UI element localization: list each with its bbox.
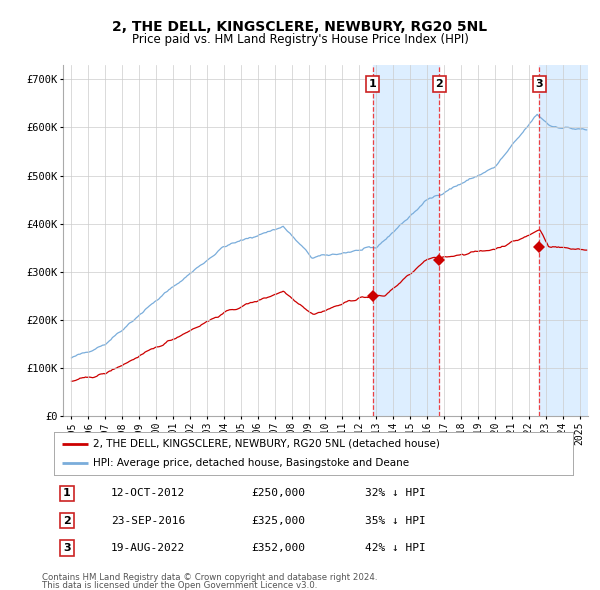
- Text: 2, THE DELL, KINGSCLERE, NEWBURY, RG20 5NL (detached house): 2, THE DELL, KINGSCLERE, NEWBURY, RG20 5…: [93, 439, 440, 449]
- Text: Price paid vs. HM Land Registry's House Price Index (HPI): Price paid vs. HM Land Registry's House …: [131, 33, 469, 46]
- Text: £250,000: £250,000: [251, 489, 305, 499]
- Text: £352,000: £352,000: [251, 543, 305, 553]
- Text: 12-OCT-2012: 12-OCT-2012: [111, 489, 185, 499]
- Bar: [539, 65, 588, 416]
- Text: HPI: Average price, detached house, Basingstoke and Deane: HPI: Average price, detached house, Basi…: [93, 458, 409, 468]
- Text: 2: 2: [436, 79, 443, 89]
- Text: 2, THE DELL, KINGSCLERE, NEWBURY, RG20 5NL: 2, THE DELL, KINGSCLERE, NEWBURY, RG20 5…: [112, 19, 488, 34]
- Text: 23-SEP-2016: 23-SEP-2016: [111, 516, 185, 526]
- Text: £325,000: £325,000: [251, 516, 305, 526]
- Bar: [373, 65, 439, 416]
- Text: 32% ↓ HPI: 32% ↓ HPI: [365, 489, 426, 499]
- Text: 3: 3: [63, 543, 71, 553]
- Text: 42% ↓ HPI: 42% ↓ HPI: [365, 543, 426, 553]
- Text: 1: 1: [369, 79, 377, 89]
- Text: 1: 1: [63, 489, 71, 499]
- Text: 19-AUG-2022: 19-AUG-2022: [111, 543, 185, 553]
- Text: This data is licensed under the Open Government Licence v3.0.: This data is licensed under the Open Gov…: [42, 581, 317, 590]
- Text: 3: 3: [536, 79, 543, 89]
- Text: Contains HM Land Registry data © Crown copyright and database right 2024.: Contains HM Land Registry data © Crown c…: [42, 572, 377, 582]
- Text: 35% ↓ HPI: 35% ↓ HPI: [365, 516, 426, 526]
- Text: 2: 2: [63, 516, 71, 526]
